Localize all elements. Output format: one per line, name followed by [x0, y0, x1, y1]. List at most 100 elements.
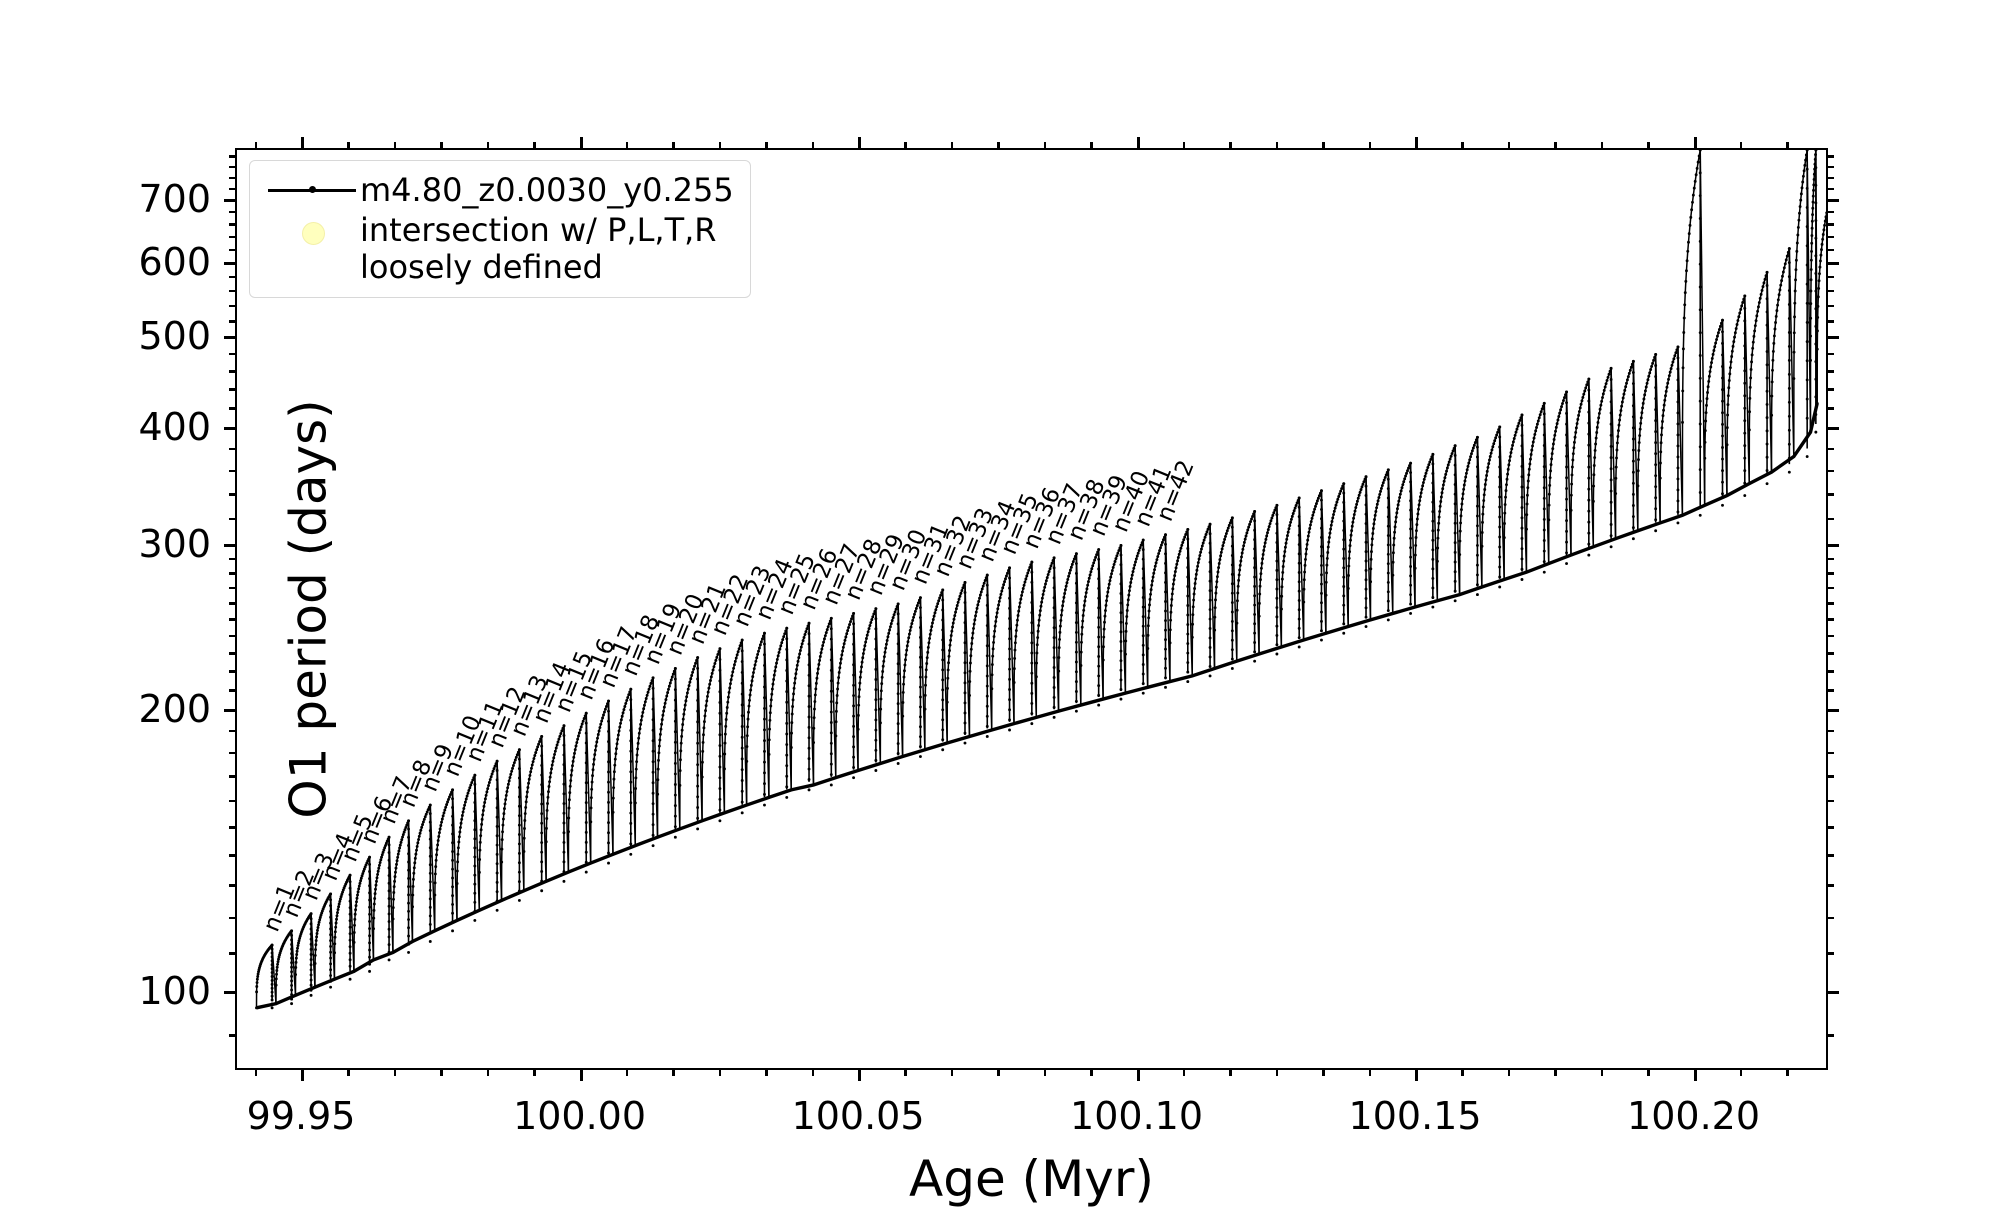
- x-axis-title: Age (Myr): [909, 1150, 1154, 1208]
- data-point: [518, 833, 521, 836]
- data-point: [1766, 403, 1769, 406]
- x-tick-minor: [1601, 1068, 1603, 1076]
- data-point: [1806, 378, 1809, 381]
- data-point: [429, 880, 432, 883]
- data-point: [510, 770, 513, 773]
- y-tick-minor-right: [1826, 370, 1834, 372]
- data-point: [715, 656, 718, 659]
- data-point: [599, 723, 602, 726]
- data-point: [858, 688, 861, 691]
- legend-box[interactable]: m4.80_z0.0030_y0.255 intersection w/ P,L…: [249, 160, 751, 298]
- data-point: [679, 758, 682, 761]
- data-point: [1194, 577, 1197, 580]
- data-point: [1298, 636, 1301, 639]
- data-point: [702, 741, 705, 744]
- data-point: [1396, 507, 1399, 510]
- data-point: [658, 739, 661, 742]
- data-point: [861, 656, 864, 659]
- data-point: [1699, 354, 1702, 357]
- data-point: [883, 655, 886, 658]
- data-point: [763, 750, 766, 753]
- data-point: [927, 641, 930, 644]
- data-point: [949, 639, 952, 642]
- data-point: [333, 951, 336, 954]
- data-point: [336, 911, 339, 914]
- data-point: [1259, 578, 1262, 581]
- data-point: [1209, 646, 1212, 649]
- data-point: [480, 828, 483, 831]
- data-point: [1401, 486, 1404, 489]
- x-tick-minor: [533, 1068, 535, 1076]
- data-point: [479, 841, 482, 844]
- data-point: [464, 801, 467, 804]
- data-point: [1728, 379, 1731, 382]
- data-point: [1431, 529, 1434, 532]
- data-point: [1196, 565, 1199, 568]
- data-point: [597, 733, 600, 736]
- x-tick-minor-top: [394, 142, 396, 150]
- data-point: [1030, 712, 1033, 715]
- data-point: [1109, 579, 1112, 582]
- data-point: [1491, 445, 1494, 448]
- data-point: [317, 923, 320, 926]
- data-point: [1387, 534, 1390, 537]
- data-point: [1119, 611, 1122, 614]
- data-point: [540, 851, 543, 854]
- data-point: [1164, 638, 1167, 641]
- data-point: [1014, 641, 1017, 644]
- data-point: [1282, 565, 1285, 568]
- legend-entry-intersection[interactable]: intersection w/ P,L,T,R loosely defined: [264, 210, 734, 286]
- data-point: [1463, 484, 1466, 487]
- data-point: [329, 957, 332, 960]
- data-point: [813, 716, 816, 719]
- data-point: [1186, 623, 1189, 626]
- data-point: [1164, 686, 1167, 689]
- legend-entry-series[interactable]: m4.80_z0.0030_y0.255: [264, 170, 734, 210]
- data-point: [1369, 567, 1372, 570]
- data-point: [532, 760, 535, 763]
- data-point: [980, 590, 983, 593]
- data-point: [1231, 582, 1234, 585]
- data-point: [1732, 340, 1735, 343]
- data-point: [1772, 350, 1775, 353]
- data-point: [739, 644, 742, 647]
- data-point: [624, 702, 627, 705]
- data-point: [1809, 317, 1812, 320]
- data-point: [874, 698, 877, 701]
- data-point: [874, 739, 877, 742]
- data-point: [604, 708, 607, 711]
- x-tick-label: 100.10: [1070, 1094, 1203, 1138]
- data-point: [1721, 400, 1724, 403]
- data-point: [1582, 393, 1585, 396]
- data-point: [738, 647, 741, 650]
- data-point: [1186, 671, 1189, 674]
- data-point: [1454, 570, 1457, 573]
- data-point: [830, 742, 833, 745]
- data-point: [1181, 541, 1184, 544]
- data-point: [1258, 593, 1261, 596]
- data-point: [1305, 548, 1308, 551]
- data-point: [1379, 490, 1382, 493]
- data-point: [852, 684, 855, 687]
- data-point: [667, 688, 670, 691]
- data-point: [1023, 584, 1026, 587]
- data-point: [1332, 513, 1335, 516]
- data-point: [1536, 423, 1539, 426]
- data-point: [758, 647, 761, 650]
- data-point: [1604, 386, 1607, 389]
- data-point: [1543, 518, 1546, 521]
- data-point: [1818, 266, 1821, 269]
- data-point: [1498, 586, 1501, 589]
- data-point: [652, 802, 655, 805]
- data-point: [296, 950, 299, 953]
- x-tick-minor: [394, 1068, 396, 1076]
- data-point: [1483, 488, 1486, 491]
- data-point: [1526, 503, 1529, 506]
- data-point: [793, 682, 796, 685]
- data-point: [1231, 629, 1234, 632]
- data-point: [1275, 634, 1278, 637]
- data-point: [1782, 270, 1785, 273]
- data-point: [1670, 367, 1673, 370]
- data-point: [388, 897, 391, 900]
- data-point: [256, 975, 259, 978]
